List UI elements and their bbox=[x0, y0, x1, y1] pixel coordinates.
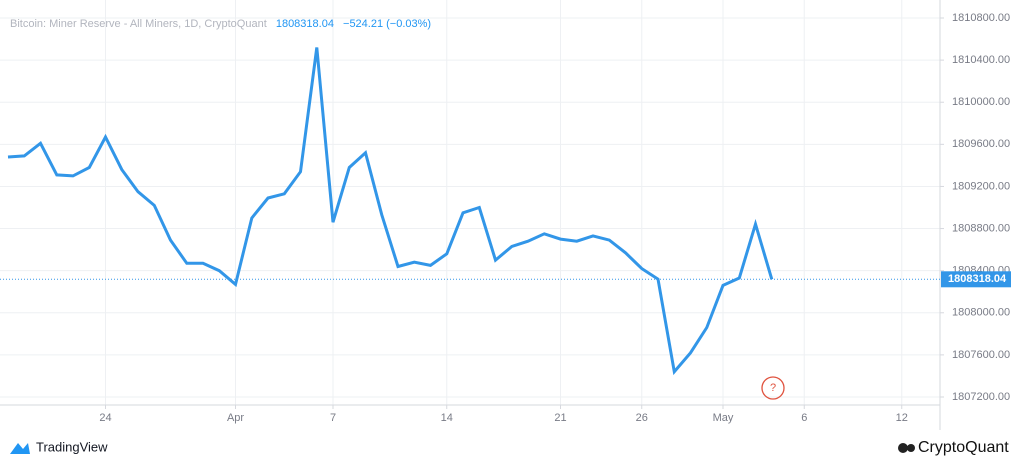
y-tick-label: 1807600.00 bbox=[952, 349, 1010, 361]
x-tick-label: 21 bbox=[554, 412, 566, 424]
y-tick-label: 1809200.00 bbox=[952, 180, 1010, 192]
title: Bitcoin: Miner Reserve - All Miners, 1D,… bbox=[10, 18, 267, 30]
y-tick-label: 1810000.00 bbox=[952, 96, 1010, 108]
change: −524.21 (−0.03%) bbox=[343, 18, 431, 30]
x-tick-label: 14 bbox=[441, 412, 453, 424]
x-tick-label: 6 bbox=[801, 412, 807, 424]
line bbox=[7, 47, 774, 376]
logo-icon bbox=[907, 444, 915, 452]
last-value: 1808318.04 bbox=[276, 18, 334, 30]
grid bbox=[0, 0, 940, 405]
logo-icon bbox=[10, 443, 30, 454]
chart-title: Bitcoin: Miner Reserve - All Miners, 1D,… bbox=[10, 18, 431, 30]
last-value-tag bbox=[941, 271, 1011, 288]
y-tick-label: 1808800.00 bbox=[952, 222, 1010, 234]
cryptoquant-logo[interactable]: CryptoQuant bbox=[898, 439, 1009, 456]
y-tick-label: 1810400.00 bbox=[952, 54, 1010, 66]
annotation[interactable]: ? bbox=[770, 382, 776, 394]
x-tick-label: 26 bbox=[636, 412, 648, 424]
tradingview-logo[interactable]: TradingView bbox=[10, 439, 108, 454]
annotation-marker[interactable] bbox=[761, 376, 785, 400]
y-tick-label: 1808000.00 bbox=[952, 307, 1010, 319]
x-tick-label: May bbox=[713, 412, 734, 424]
y-tick-label: 1810800.00 bbox=[952, 12, 1010, 24]
last-value-label: 1808318.04 bbox=[948, 273, 1007, 285]
x-tick-label: 24 bbox=[99, 412, 111, 424]
x-tick-label: 7 bbox=[330, 412, 336, 424]
y-tick-label: 1807200.00 bbox=[952, 391, 1010, 403]
brand-right[interactable]: CryptoQuant bbox=[918, 439, 1009, 456]
brand-left[interactable]: TradingView bbox=[36, 439, 108, 454]
x-tick-label: 12 bbox=[896, 412, 908, 424]
x-tick-label: Apr bbox=[227, 412, 244, 424]
y-tick-label: 1809600.00 bbox=[952, 138, 1010, 150]
logo-icon bbox=[898, 443, 908, 453]
